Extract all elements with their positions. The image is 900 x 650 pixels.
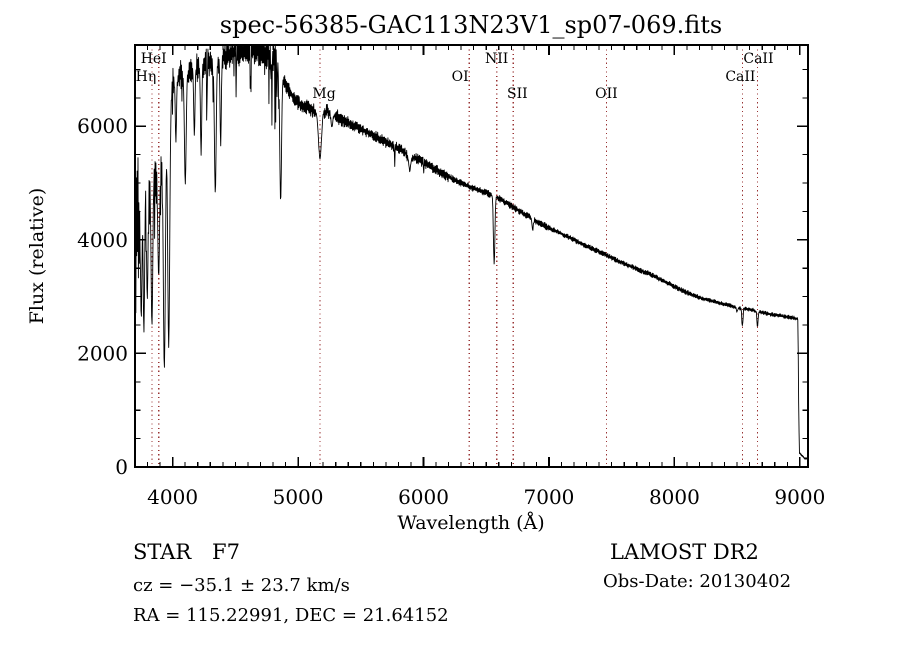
spectrum-line: [135, 45, 808, 460]
object-class: STAR: [133, 540, 192, 564]
x-axis-label: Wavelength (Å): [397, 512, 544, 534]
obs-date-text: Obs-Date: 20130402: [603, 571, 791, 592]
tick-labels: 4000 5000 6000 7000 8000 9000 0 2000 4000 6000: [77, 114, 825, 509]
y-axis-label: Flux (relative): [26, 188, 48, 325]
marker-label-hη: Hη: [136, 69, 157, 85]
ra-dec-text: RA = 115.22991, DEC = 21.64152: [133, 605, 449, 626]
x-tick-label: 6000: [398, 485, 449, 509]
marker-label-caii: CaII: [725, 69, 755, 85]
y-tick-label: 2000: [77, 341, 128, 365]
y-tick-label: 6000: [77, 114, 128, 138]
marker-label-oi: OI: [452, 69, 469, 85]
marker-label-hei: HeI: [141, 51, 167, 67]
axes-frame: [134, 44, 809, 468]
footer-block: STAR F7 LAMOST DR2 cz = −35.1 ± 23.7 km/…: [133, 540, 791, 626]
marker-label-sii: SII: [507, 86, 528, 102]
y-tick-label: 0: [115, 455, 128, 479]
x-tick-label: 4000: [147, 485, 198, 509]
x-tick-label: 5000: [273, 485, 324, 509]
x-tick-label: 7000: [524, 485, 575, 509]
marker-label-mg: Mg: [312, 86, 335, 102]
marker-label-nii: NII: [485, 51, 508, 67]
y-tick-label: 4000: [77, 228, 128, 252]
marker-label-oii: OII: [595, 86, 618, 102]
spectral-line-markers: HeI Hη Mg OI NII SII OII CaII CaII: [136, 45, 774, 467]
marker-label-caii: CaII: [743, 51, 773, 67]
object-subclass: F7: [212, 540, 240, 564]
x-tick-label: 9000: [774, 485, 825, 509]
x-tick-label: 8000: [649, 485, 700, 509]
plot-frame: [134, 44, 809, 468]
plot-title: spec-56385-GAC113N23V1_sp07-069.fits: [220, 11, 722, 39]
survey-release: LAMOST DR2: [610, 540, 759, 564]
radial-velocity-text: cz = −35.1 ± 23.7 km/s: [133, 575, 350, 596]
